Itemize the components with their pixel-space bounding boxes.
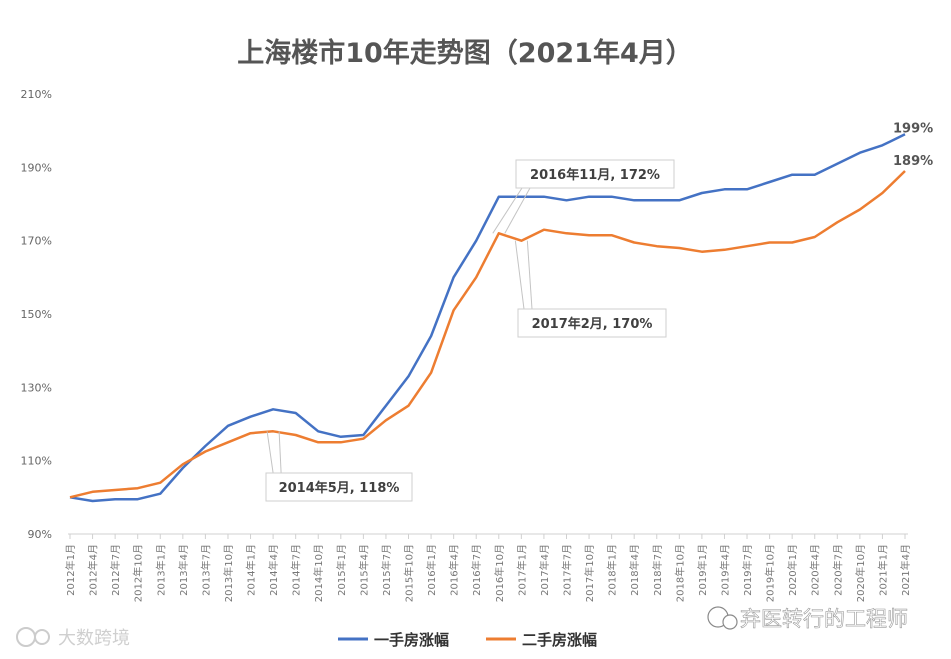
- x-tick-label: 2020年4月: [809, 544, 822, 596]
- y-tick-label: 170%: [21, 235, 52, 248]
- annotation-box: [265, 472, 413, 502]
- x-tick-label: 2012年4月: [87, 544, 100, 596]
- x-tick-label: 2017年7月: [560, 544, 573, 596]
- annotation-layer: 2016年11月, 172% 2017年2月, 170% 2014年5月, 118%: [265, 159, 675, 502]
- end-value-label: 199%: [893, 121, 933, 136]
- x-tick-label: 2015年10月: [403, 544, 416, 602]
- x-tick-label: 2016年4月: [448, 544, 461, 596]
- x-tick-label: 2017年10月: [583, 544, 596, 602]
- legend-label: 二手房涨幅: [522, 631, 597, 649]
- watermark-right: 弃医转行的工程师: [707, 606, 908, 631]
- y-tick-label: 210%: [21, 88, 52, 101]
- annotation-leader: [504, 187, 531, 234]
- annotation-box: [515, 159, 675, 189]
- y-axis: 90% 110% 130% 150% 170% 190% 210%: [21, 88, 52, 541]
- chart-title: 上海楼市10年走势图（2021年4月）: [237, 37, 693, 69]
- x-tick-label: 2013年10月: [222, 544, 235, 602]
- series-line-1: [69, 133, 906, 503]
- x-tick-label: 2019年10月: [764, 544, 777, 602]
- watermark-right-text: 弃医转行的工程师: [740, 607, 908, 631]
- wechat-icon-small: [722, 614, 738, 630]
- annotation-box: [517, 308, 667, 338]
- x-tick-label: 2017年4月: [538, 544, 551, 596]
- x-tick-label: 2014年4月: [267, 544, 280, 596]
- x-tick-label: 2015年1月: [335, 544, 348, 596]
- watermark-left-text: 大数跨境: [58, 628, 130, 649]
- series-layer: [69, 133, 906, 503]
- annotation-leader: [266, 431, 274, 474]
- annotation-leader: [492, 187, 523, 234]
- x-tick-label: 2012年1月: [64, 544, 77, 596]
- x-tick-label: 2018年1月: [606, 544, 619, 596]
- x-tick-label: 2019年7月: [741, 544, 754, 596]
- annotation-leader: [514, 240, 525, 310]
- x-tick-label: 2012年10月: [132, 544, 145, 602]
- annotation-label: 2014年5月, 118%: [279, 480, 400, 496]
- x-tick-label: 2016年1月: [425, 544, 438, 596]
- y-tick-label: 130%: [21, 381, 52, 394]
- x-tick-label: 2019年1月: [696, 544, 709, 596]
- annotation-leader: [278, 431, 282, 474]
- x-tick-label: 2020年10月: [854, 544, 867, 602]
- x-tick-label: 2013年7月: [199, 544, 212, 596]
- watermark-logo-icon-2: [34, 629, 50, 645]
- end-value-label: 189%: [893, 154, 933, 169]
- x-tick-label: 2018年10月: [673, 544, 686, 602]
- legend-label: 一手房涨幅: [374, 631, 449, 649]
- x-tick-label: 2015年4月: [357, 544, 370, 596]
- x-tick-label: 2016年7月: [470, 544, 483, 596]
- x-tick-label: 2016年10月: [493, 544, 506, 602]
- series-line-2: [69, 170, 906, 499]
- x-tick-label: 2012年7月: [109, 544, 122, 596]
- y-tick-label: 110%: [21, 455, 52, 468]
- x-tick-label: 2013年4月: [177, 544, 190, 596]
- y-tick-label: 90%: [28, 528, 52, 541]
- annotation-leader: [526, 240, 533, 310]
- x-tick-label: 2020年1月: [786, 544, 799, 596]
- end-label-layer: 199% 189%: [893, 121, 933, 169]
- x-tick-label: 2018年7月: [651, 544, 664, 596]
- x-tick-label: 2018年4月: [628, 544, 641, 596]
- watermark-logo-icon: [16, 627, 36, 647]
- legend: 一手房涨幅 二手房涨幅: [338, 631, 597, 649]
- y-tick-label: 190%: [21, 161, 52, 174]
- x-tick-label: 2014年1月: [245, 544, 258, 596]
- x-tick-label: 2014年10月: [312, 544, 325, 602]
- x-tick-label: 2020年7月: [831, 544, 844, 596]
- x-tick-label: 2021年4月: [899, 544, 912, 596]
- x-tick-label: 2017年1月: [515, 544, 528, 596]
- x-tick-label: 2015年7月: [380, 544, 393, 596]
- x-tick-label: 2014年7月: [290, 544, 303, 596]
- x-tick-label: 2019年4月: [718, 544, 731, 596]
- x-tick-label: 2021年1月: [876, 544, 889, 596]
- annotation-label: 2017年2月, 170%: [532, 316, 653, 332]
- x-axis: 2012年1月 2012年4月 2012年7月 2012年10月 2013年1月 2013…: [64, 533, 912, 602]
- watermark-left: 大数跨境: [16, 627, 130, 649]
- annotation-label: 2016年11月, 172%: [530, 167, 660, 183]
- x-tick-label: 2013年1月: [154, 544, 167, 596]
- y-tick-label: 150%: [21, 308, 52, 321]
